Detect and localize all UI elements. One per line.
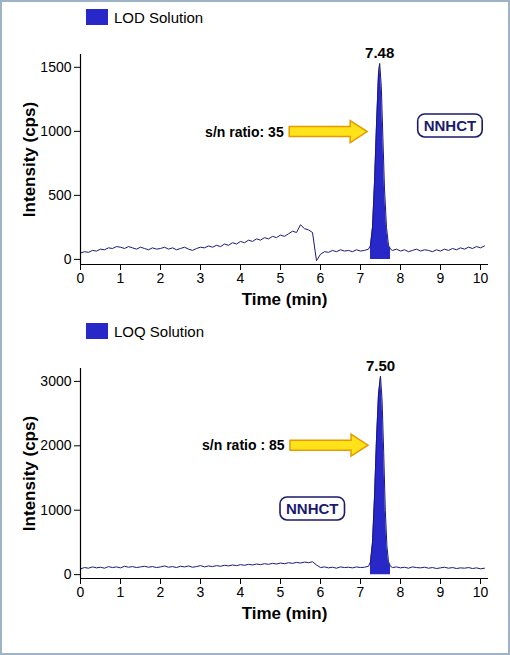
svg-text:9: 9 <box>437 584 445 600</box>
svg-text:1000: 1000 <box>40 123 71 139</box>
svg-text:0: 0 <box>77 270 85 286</box>
svg-text:5: 5 <box>277 584 285 600</box>
svg-text:2: 2 <box>157 270 165 286</box>
svg-text:4: 4 <box>237 270 245 286</box>
svg-text:0: 0 <box>77 584 85 600</box>
svg-text:Time (min): Time (min) <box>242 604 328 623</box>
svg-text:Intensity (cps): Intensity (cps) <box>20 102 39 217</box>
svg-text:NNHCT: NNHCT <box>286 500 339 517</box>
svg-text:6: 6 <box>317 270 325 286</box>
svg-text:Intensity (cps): Intensity (cps) <box>20 416 39 531</box>
svg-text:10: 10 <box>473 270 489 286</box>
svg-text:7.48: 7.48 <box>365 44 394 61</box>
svg-text:9: 9 <box>437 270 445 286</box>
svg-text:0: 0 <box>64 566 72 582</box>
svg-text:4: 4 <box>237 584 245 600</box>
svg-text:1: 1 <box>117 270 125 286</box>
svg-text:10: 10 <box>473 584 489 600</box>
html-text:LOD Solution: LOD Solution <box>114 8 204 26</box>
svg-text:1500: 1500 <box>40 59 71 75</box>
svg-text:5: 5 <box>277 270 285 286</box>
svg-text:500: 500 <box>48 187 72 203</box>
svg-text:8: 8 <box>397 270 405 286</box>
svg-text:7: 7 <box>357 584 365 600</box>
svg-text:3: 3 <box>197 584 205 600</box>
svg-text:0: 0 <box>64 251 72 267</box>
svg-text:2: 2 <box>157 584 165 600</box>
svg-text:8: 8 <box>397 584 405 600</box>
svg-text:3000: 3000 <box>40 373 71 389</box>
svg-text:s/n ratio: 35: s/n ratio: 35 <box>205 124 284 140</box>
svg-text:7.50: 7.50 <box>366 357 395 374</box>
svg-text:3: 3 <box>197 270 205 286</box>
svg-text:NNHCT: NNHCT <box>424 117 477 134</box>
svg-text:6: 6 <box>317 584 325 600</box>
svg-text:1000: 1000 <box>40 502 71 518</box>
svg-text:s/n ratio : 85: s/n ratio : 85 <box>202 437 285 453</box>
svg-text:1: 1 <box>117 584 125 600</box>
html-text:LOQ Solution: LOQ Solution <box>114 322 205 340</box>
svg-text:Time (min): Time (min) <box>242 290 328 309</box>
svg-text:2000: 2000 <box>40 437 71 453</box>
svg-text:7: 7 <box>357 270 365 286</box>
